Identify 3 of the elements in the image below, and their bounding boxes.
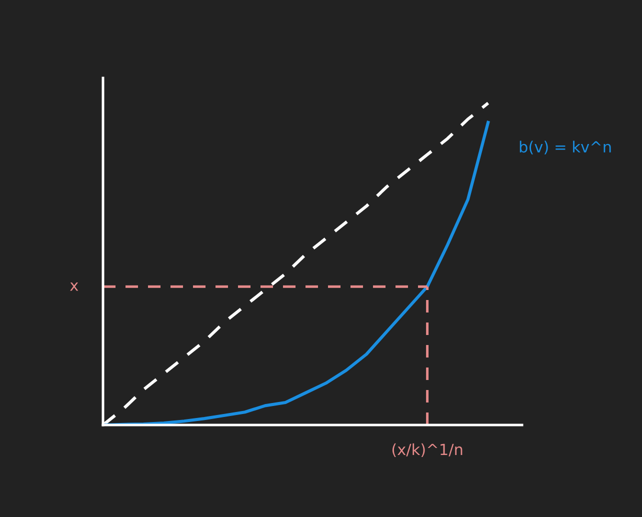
ref-line-label: x: [70, 282, 78, 291]
text: b(v) = kv^n: [520, 140, 611, 154]
text: (x/k)^1/n: [392, 443, 462, 457]
